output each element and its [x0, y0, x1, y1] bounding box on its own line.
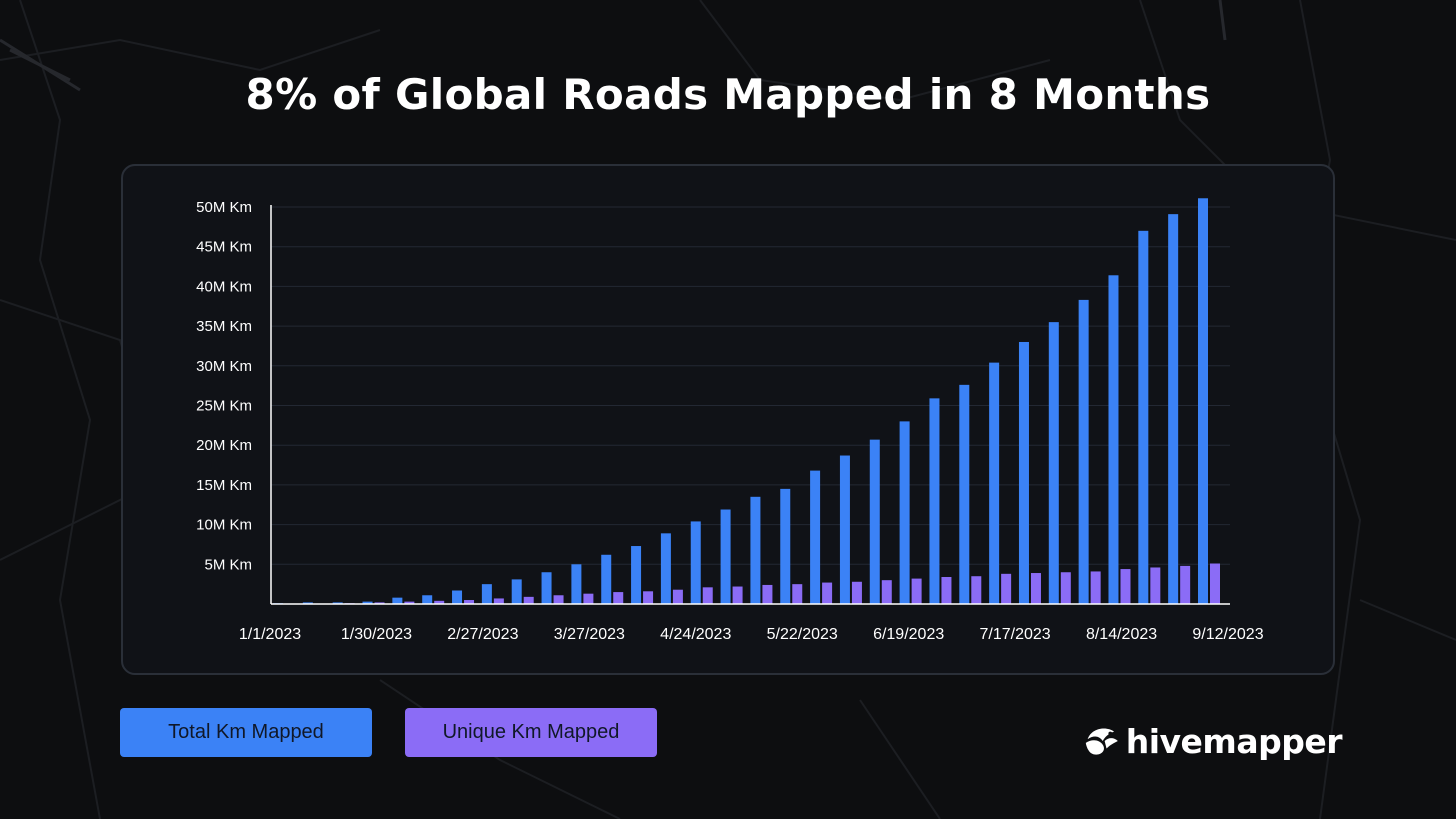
bar-unique-km — [762, 584, 773, 604]
bar-total-km — [869, 439, 880, 604]
bar-total-km — [750, 496, 761, 604]
bar-total-km — [541, 572, 552, 604]
bar-total-km — [332, 602, 343, 604]
bar-total-km — [1048, 322, 1059, 604]
bar-total-km — [959, 384, 970, 604]
bar-total-km — [899, 421, 910, 604]
x-tick-label: 1/1/2023 — [239, 626, 301, 643]
x-tick-label: 2/27/2023 — [447, 626, 518, 643]
bar-total-km — [601, 554, 612, 604]
bar-unique-km — [672, 589, 683, 604]
x-tick-label: 5/22/2023 — [767, 626, 838, 643]
bar-unique-km — [434, 600, 445, 604]
y-tick-label: 20M Km — [196, 437, 252, 454]
bar-unique-km — [702, 587, 713, 604]
bar-total-km — [720, 509, 731, 604]
bar-unique-km — [971, 576, 982, 604]
y-tick-label: 40M Km — [196, 278, 252, 295]
bar-unique-km — [1001, 573, 1012, 604]
y-tick-label: 35M Km — [196, 318, 252, 335]
bar-total-km — [810, 470, 821, 604]
bar-unique-km — [464, 600, 475, 604]
bar-total-km — [780, 488, 791, 604]
bar-unique-km — [553, 595, 564, 604]
bar-total-km — [481, 584, 492, 604]
x-tick-label: 3/27/2023 — [554, 626, 625, 643]
bar-unique-km — [613, 592, 624, 604]
y-tick-label: 5M Km — [204, 556, 252, 573]
bar-total-km — [571, 564, 582, 604]
bar-unique-km — [851, 581, 862, 604]
bar-total-km — [422, 595, 433, 604]
bar-total-km — [1108, 275, 1119, 604]
y-tick-label: 50M Km — [196, 199, 252, 216]
bar-total-km — [1078, 299, 1089, 604]
bar-unique-km — [911, 578, 922, 604]
bar-unique-km — [1180, 565, 1191, 604]
bar-unique-km — [523, 596, 534, 604]
bar-unique-km — [1090, 571, 1101, 604]
legend-unique-label: Unique Km Mapped — [442, 721, 620, 743]
bar-total-km — [392, 597, 403, 604]
bar-total-km — [631, 546, 642, 604]
bar-total-km — [362, 601, 373, 604]
x-tick-label: 1/30/2023 — [341, 626, 412, 643]
legend-total-km: Total Km Mapped — [120, 708, 372, 757]
bar-total-km — [1138, 230, 1149, 604]
bar-unique-km — [493, 598, 504, 604]
bar-unique-km — [941, 577, 952, 604]
bar-unique-km — [822, 582, 833, 604]
bar-unique-km — [1060, 572, 1071, 604]
bar-unique-km — [404, 601, 415, 604]
y-tick-label: 15M Km — [196, 477, 252, 494]
x-tick-label: 8/14/2023 — [1086, 626, 1157, 643]
bar-unique-km — [792, 584, 803, 604]
bar-unique-km — [881, 580, 892, 604]
hivemapper-logo: hivemapper — [1082, 716, 1343, 766]
bar-total-km — [1198, 198, 1208, 605]
bar-total-km — [1018, 341, 1029, 604]
y-tick-label: 10M Km — [196, 517, 252, 534]
bar-total-km — [452, 590, 463, 604]
bar-unique-km — [1120, 569, 1131, 604]
legend-unique-km: Unique Km Mapped — [405, 708, 657, 757]
bar-total-km — [929, 398, 940, 604]
bar-total-km — [660, 533, 671, 604]
y-tick-label: 30M Km — [196, 358, 252, 375]
bar-unique-km — [583, 593, 594, 604]
legend-total-label: Total Km Mapped — [168, 721, 324, 743]
bar-unique-km — [1210, 563, 1220, 604]
bar-unique-km — [1030, 573, 1041, 604]
y-tick-label: 45M Km — [196, 239, 252, 256]
bar-total-km — [302, 602, 313, 604]
y-tick-label: 25M Km — [196, 398, 252, 415]
page-title: 8% of Global Roads Mapped in 8 Months — [245, 70, 1211, 119]
bee-logo-icon — [1085, 728, 1118, 755]
logo-text: hivemapper — [1125, 721, 1343, 761]
bar-unique-km — [374, 602, 385, 604]
bar-total-km — [839, 455, 850, 604]
bar-total-km — [1168, 214, 1179, 604]
bar-unique-km — [1150, 567, 1161, 604]
bar-total-km — [989, 362, 1000, 604]
bar-total-km — [690, 521, 701, 604]
bar-unique-km — [643, 591, 654, 604]
x-tick-label: 4/24/2023 — [660, 626, 731, 643]
bar-total-km — [511, 579, 522, 604]
x-tick-label: 9/12/2023 — [1192, 626, 1263, 643]
bar-unique-km — [732, 586, 743, 604]
x-tick-label: 7/17/2023 — [980, 626, 1051, 643]
x-tick-label: 6/19/2023 — [873, 626, 944, 643]
